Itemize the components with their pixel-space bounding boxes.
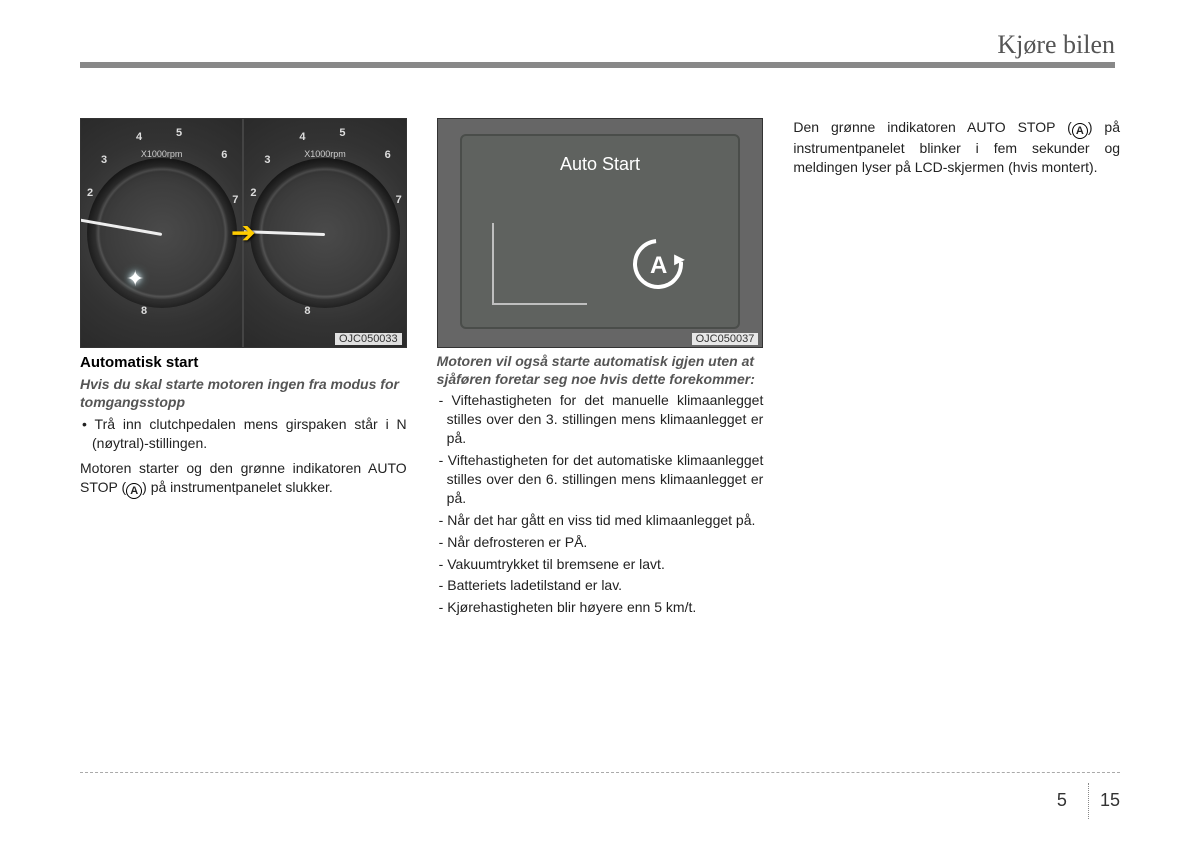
tick: 2 [87,187,93,199]
subheading: Automatisk start [80,354,407,371]
tick: 2 [250,187,256,199]
arrow-right-icon: ➔ [231,216,256,251]
footer-divider [1088,783,1089,819]
section-title: Kjøre bilen [80,30,1115,60]
dash-item: - Kjørehastigheten blir høyere enn 5 km/… [437,598,764,617]
dash-item: - Viftehastigheten for det manuelle klim… [437,391,764,448]
figure-gauges: X1000rpm 2 3 4 5 6 7 8 ✦ X1000rpm [80,118,407,348]
tick: 8 [304,305,310,317]
tick: 6 [385,149,391,161]
lead-text: Hvis du skal starte motoren ingen fra mo… [80,375,407,411]
column-1: X1000rpm 2 3 4 5 6 7 8 ✦ X1000rpm [80,118,407,617]
paragraph: Motoren starter og den grønne indikatore… [80,459,407,499]
column-2: Auto Start A ▶ OJC050037 Motoren vil ogs… [437,118,764,617]
dash-item: - Når defrosteren er PÅ. [437,533,764,552]
figure-code: OJC050033 [335,333,402,345]
tick: 3 [101,154,107,166]
tick: 5 [339,127,345,139]
auto-start-icon: A ▶ [633,239,683,289]
tick: 4 [299,131,305,143]
dash-item: - Viftehastigheten for det automatiske k… [437,451,764,508]
header-rule [80,62,1115,68]
gauge-left: X1000rpm 2 3 4 5 6 7 8 ✦ [81,119,244,347]
tick: 7 [396,194,402,206]
tick: 3 [264,154,270,166]
bullet-item: • Trå inn clutchpedalen mens girspaken s… [80,415,407,453]
gauge-unit: X1000rpm [141,149,183,159]
tick: 6 [221,149,227,161]
auto-stop-icon: A [126,483,142,499]
tick: 7 [232,194,238,206]
figure-code: OJC050037 [692,333,759,345]
spark-icon: ✦ [126,266,144,292]
auto-stop-icon: A [1072,123,1088,139]
page-number: 15 [1100,790,1120,810]
content-columns: X1000rpm 2 3 4 5 6 7 8 ✦ X1000rpm [80,118,1120,617]
dash-item: - Vakuumtrykket til bremsene er lavt. [437,555,764,574]
chapter-number: 5 [1057,790,1067,810]
tick: 5 [176,127,182,139]
column-3: Den grønne indikatoren AUTO STOP (A) på … [793,118,1120,617]
dash-item: - Batteriets ladetilstand er lav. [437,576,764,595]
lead-text: Motoren vil også starte automatisk igjen… [437,352,764,388]
tick: 8 [141,305,147,317]
gauge-unit: X1000rpm [304,149,346,159]
lcd-axes [492,223,587,305]
page-header: Kjøre bilen [80,30,1120,68]
tick: 4 [136,131,142,143]
gauge-right: X1000rpm 2 3 4 5 6 7 8 [244,119,405,347]
dash-item: - Når det har gått en viss tid med klima… [437,511,764,530]
figure-lcd: Auto Start A ▶ OJC050037 [437,118,764,348]
lcd-title: Auto Start [462,136,739,175]
page-footer: 5 15 [80,772,1120,819]
paragraph: Den grønne indikatoren AUTO STOP (A) på … [793,118,1120,177]
